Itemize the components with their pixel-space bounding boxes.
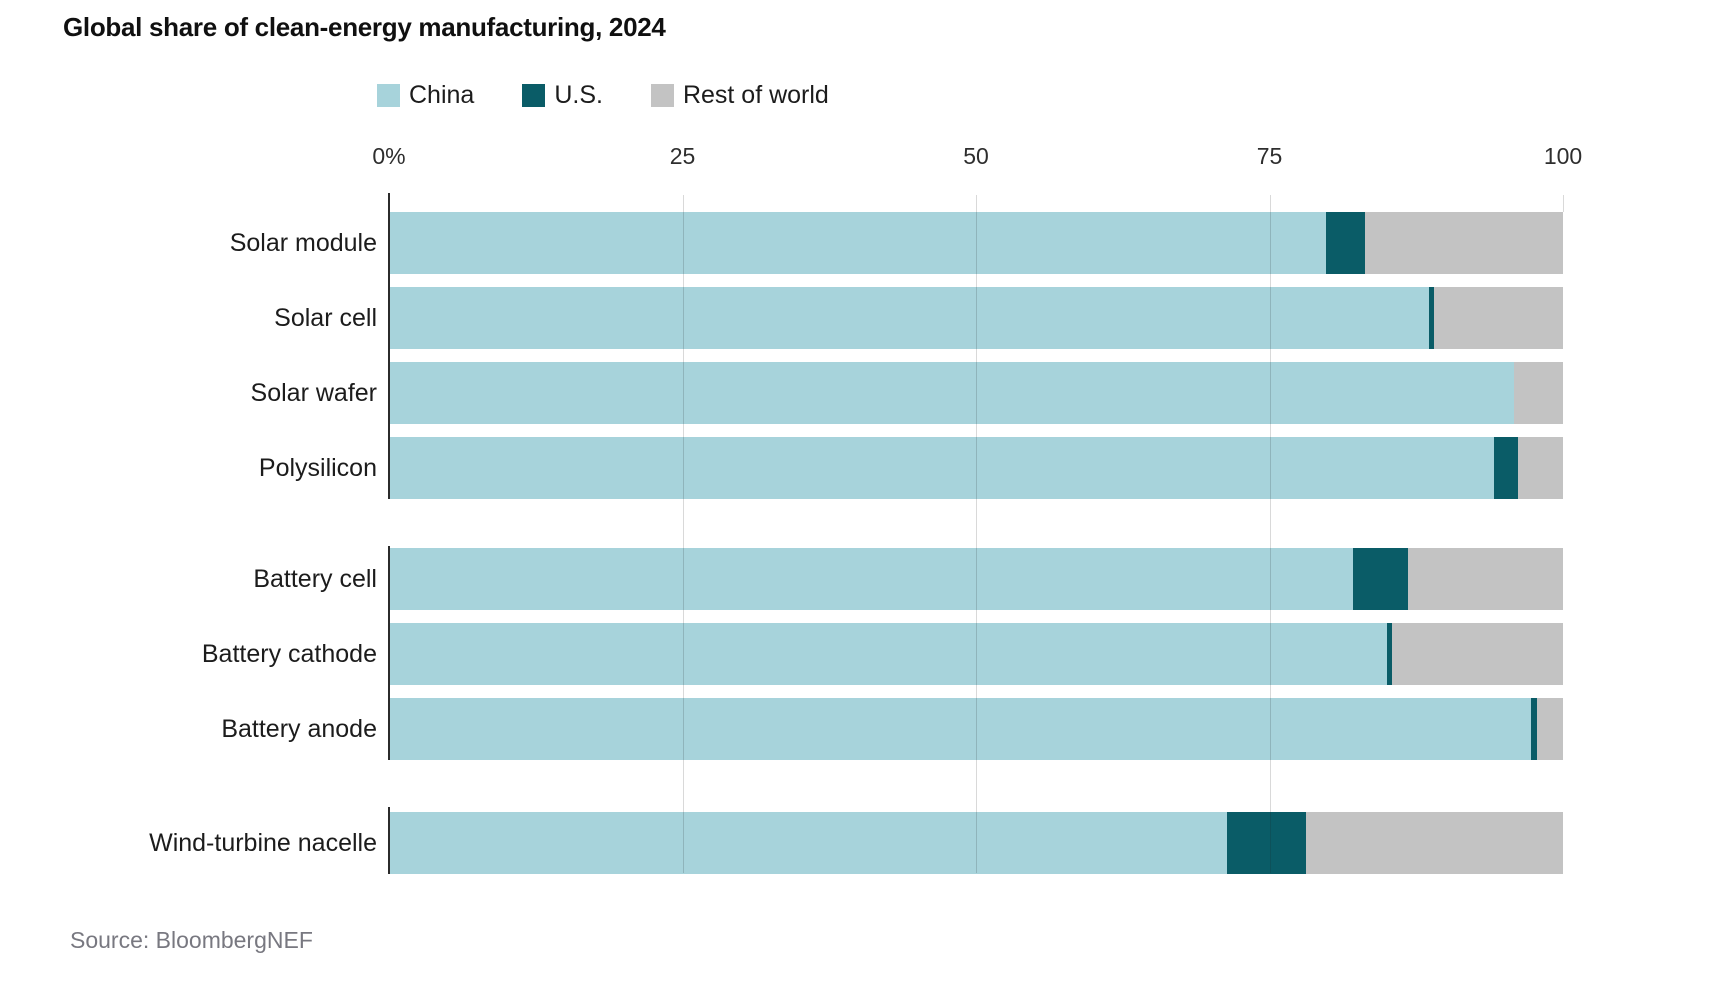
bar-segment-rest-of-world [1537,698,1563,760]
x-tick-label: 50 [963,143,989,169]
bar-segment-rest-of-world [1433,287,1563,349]
y-axis-line [388,807,390,874]
gridline [1269,195,1271,873]
row-label: Solar module [229,228,377,257]
row-label: Wind-turbine nacelle [149,828,377,857]
bar-segment-china [389,287,1430,349]
source-note: Source: BloombergNEF [70,927,313,953]
bar-segment-u-s- [1386,623,1392,685]
bar-segment-china [389,812,1228,874]
bar-segment-china [389,212,1326,274]
bar-segment-u-s- [1493,437,1519,499]
china-swatch-icon [377,84,400,107]
bar-row [389,437,1563,499]
chart-title: Global share of clean-energy manufacturi… [63,12,666,42]
row-label: Polysilicon [258,453,377,482]
bar-segment-china [389,623,1387,685]
row-label: Battery cathode [201,639,377,668]
bar-segment-rest-of-world [1408,548,1563,610]
bar-row [389,812,1563,874]
bar-segment-rest-of-world [1364,212,1563,274]
legend-item-china: China [377,81,474,110]
legend-label-china: China [409,81,475,109]
bar-row [389,698,1563,760]
x-tick-label: 75 [1256,143,1283,169]
rest-of-world-swatch-icon [650,84,674,107]
legend-item-rest-of-world: Rest of world [650,81,829,110]
legend-label-rest-of-world: Rest of world [682,81,829,109]
bar-row [389,212,1563,274]
bar-segment-china [389,698,1532,760]
x-tick-label: 25 [669,143,696,169]
bar-segment-china [389,362,1514,424]
legend-item-us: U.S. [522,81,603,110]
bar-segment-u-s- [1352,548,1409,610]
bar-segment-rest-of-world [1305,812,1563,874]
gridline [682,195,684,873]
bar-segment-u-s- [1531,698,1538,760]
row-label: Battery anode [221,714,377,743]
bar-segment-u-s- [1227,812,1306,874]
row-label: Solar wafer [250,378,377,407]
bar-segment-rest-of-world [1518,437,1563,499]
legend-label-us: U.S. [554,81,603,109]
gridline [1563,195,1564,212]
bar-row [389,362,1563,424]
gridline [976,195,977,873]
row-label: Solar cell [274,303,377,332]
y-axis-line [388,193,390,499]
y-axis-line [388,546,390,760]
bar-segment-u-s- [1325,212,1365,274]
bar-segment-rest-of-world [1391,623,1563,685]
row-label: Battery cell [253,564,377,593]
bar-row [389,548,1563,610]
us-swatch-icon [522,84,546,107]
x-tick-label: 100 [1543,143,1583,169]
bar-segment-china [389,548,1353,610]
bar-segment-china [389,437,1494,499]
bar-row [389,623,1563,685]
bar-segment-u-s- [1429,287,1434,349]
x-tick-label: 0% [372,143,406,169]
bar-row [389,287,1563,349]
legend: China U.S. Rest of world [377,81,829,110]
bar-segment-rest-of-world [1513,362,1563,424]
